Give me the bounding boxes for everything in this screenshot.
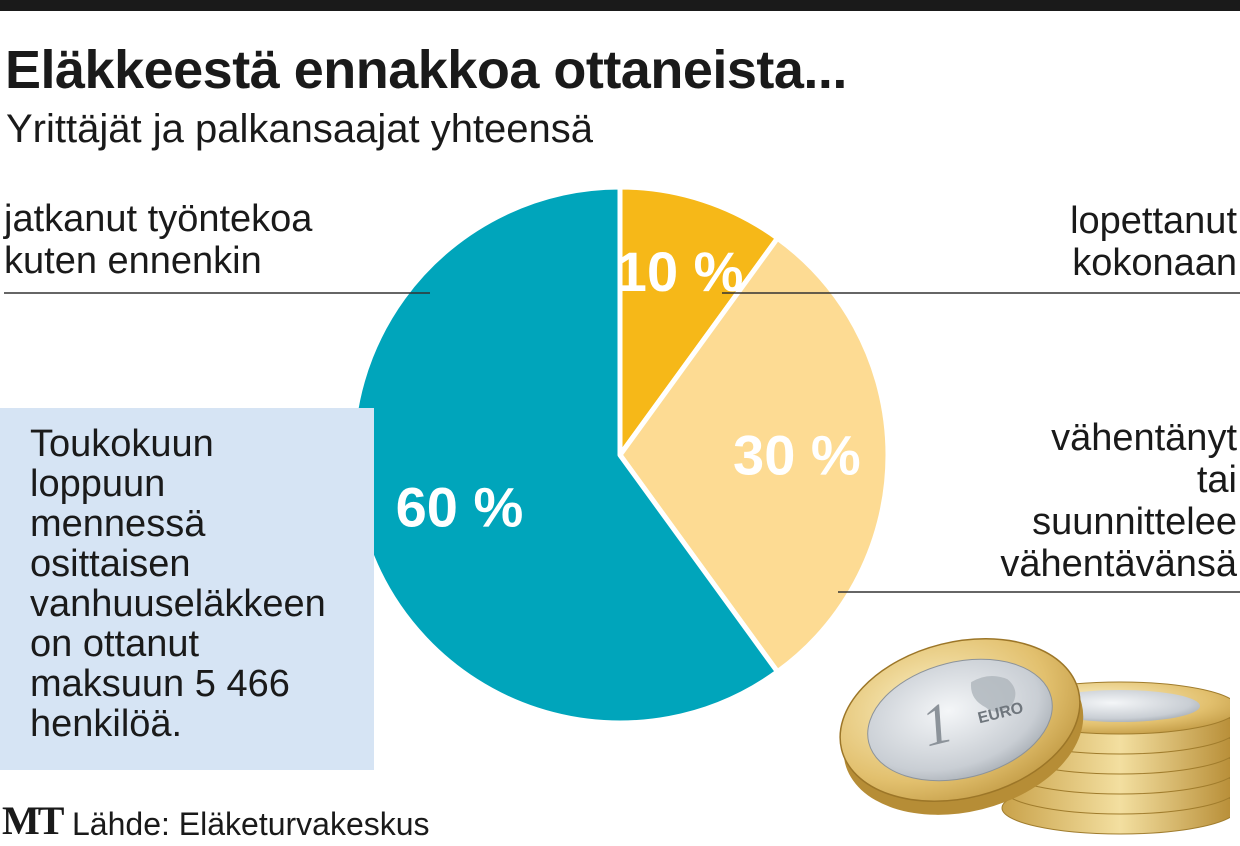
chart-title: Eläkkeestä ennakkoa ottaneista... bbox=[5, 40, 847, 100]
info-line-8: henkilöä. bbox=[30, 703, 183, 745]
info-line-7: maksuun 5 466 bbox=[30, 663, 290, 705]
label-continued-line-1: jatkanut työntekoa bbox=[4, 198, 313, 240]
euro-coin-front: 1 EURO bbox=[839, 638, 1084, 815]
label-stopped-line-2: kokonaan bbox=[1072, 242, 1237, 284]
label-reduced-line-2: tai bbox=[1196, 459, 1237, 501]
label-reduced-line-3: suunnittelee bbox=[1032, 501, 1237, 543]
label-reduced-line-4: vähentävänsä bbox=[1000, 543, 1237, 585]
label-reduced: vähentänyt tai suunnittelee vähentävänsä bbox=[1000, 417, 1237, 585]
mt-logo: MT bbox=[2, 798, 64, 843]
chart-subtitle: Yrittäjät ja palkansaajat yhteensä bbox=[6, 107, 594, 151]
source-note: Lähde: Eläketurvakeskus bbox=[72, 806, 430, 842]
pie-slice-2 bbox=[617, 235, 891, 675]
euro-coins-illustration: 1 EURO bbox=[839, 638, 1230, 835]
europe-map-icon bbox=[970, 676, 1016, 712]
label-continued-line-2: kuten ennenkin bbox=[4, 240, 262, 282]
top-rule bbox=[0, 0, 1240, 11]
pie-slice-1 bbox=[617, 184, 781, 458]
label-stopped-line-1: lopettanut bbox=[1070, 200, 1237, 242]
label-reduced-line-1: vähentänyt bbox=[1051, 417, 1237, 459]
info-line-2: loppuun bbox=[30, 463, 166, 505]
info-box: Toukokuun loppuun mennessä osittaisen va… bbox=[0, 408, 374, 770]
label-continued: jatkanut työntekoa kuten ennenkin bbox=[4, 198, 312, 282]
info-line-6: on ottanut bbox=[30, 623, 200, 665]
info-box-text: Toukokuun loppuun mennessä osittaisen va… bbox=[30, 424, 326, 744]
pie-slice-label-2: 30 % bbox=[733, 424, 861, 487]
info-line-1: Toukokuun bbox=[30, 423, 214, 465]
info-line-4: osittaisen bbox=[30, 543, 191, 585]
pie-slice-label-1: 10 % bbox=[616, 240, 744, 303]
info-line-3: mennessä bbox=[30, 503, 206, 545]
pie-slice-label-3: 60 % bbox=[396, 476, 524, 539]
info-line-5: vanhuuseläkkeen bbox=[30, 583, 326, 625]
label-stopped: lopettanut kokonaan bbox=[1070, 200, 1237, 284]
